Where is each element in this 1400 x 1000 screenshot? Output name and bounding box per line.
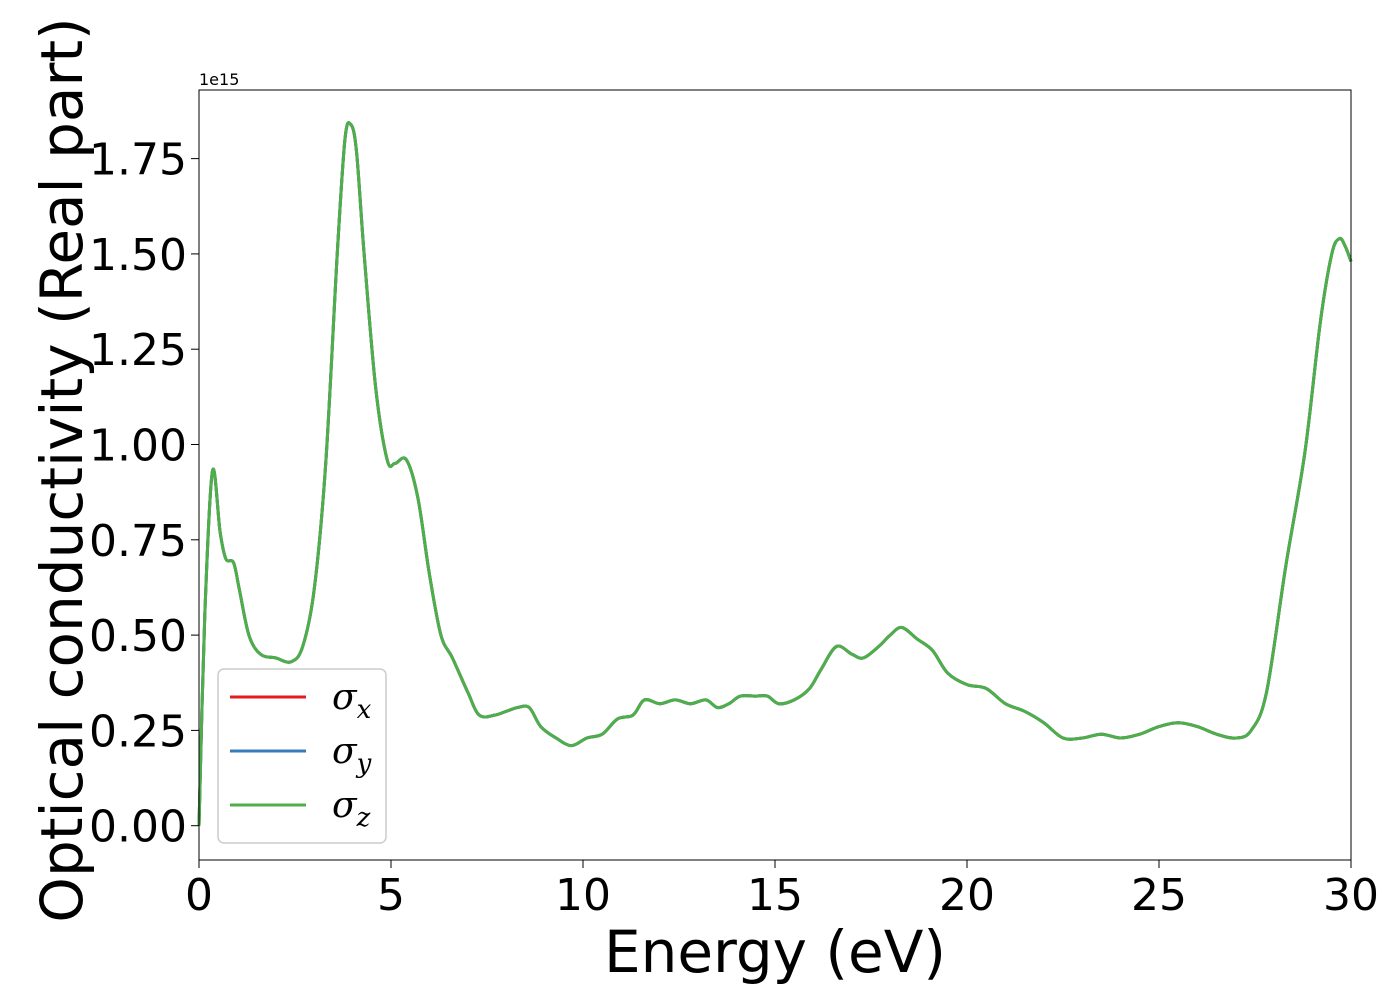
legend: σx σy σz — [217, 668, 387, 844]
y-tick-label: 1.25 — [89, 325, 187, 376]
x-tick-label: 10 — [555, 870, 611, 921]
y-axis-title: Optical conductivity (Real part) — [28, 17, 96, 922]
legend-box — [217, 668, 387, 844]
y-tick-label: 0.75 — [89, 516, 187, 567]
x-tick-label: 5 — [377, 870, 405, 921]
x-tick-label: 15 — [747, 870, 803, 921]
x-axis: 0 5 10 15 20 25 30 — [185, 860, 1379, 921]
x-axis-title: Energy (eV) — [604, 918, 946, 986]
legend-label-x: σx — [332, 677, 372, 725]
series-line-z — [197, 121, 1353, 826]
legend-label-y: σy — [332, 731, 372, 779]
x-tick-label: 20 — [939, 870, 995, 921]
series-layer — [197, 121, 1353, 826]
x-tick-label: 0 — [185, 870, 213, 921]
y-tick-label: 1.75 — [89, 135, 187, 186]
y-offset-text: 1e15 — [199, 70, 239, 89]
y-tick-label: 0.00 — [89, 802, 187, 853]
x-tick-label: 30 — [1323, 870, 1379, 921]
y-axis: 0.00 0.25 0.50 0.75 1.00 1.25 1.50 1.75 — [89, 135, 199, 853]
legend-label-z: σz — [332, 785, 371, 833]
y-tick-label: 1.00 — [89, 421, 187, 472]
x-tick-label: 25 — [1131, 870, 1187, 921]
y-tick-label: 0.50 — [89, 611, 187, 662]
y-tick-label: 0.25 — [89, 706, 187, 757]
y-tick-label: 1.50 — [89, 230, 187, 281]
